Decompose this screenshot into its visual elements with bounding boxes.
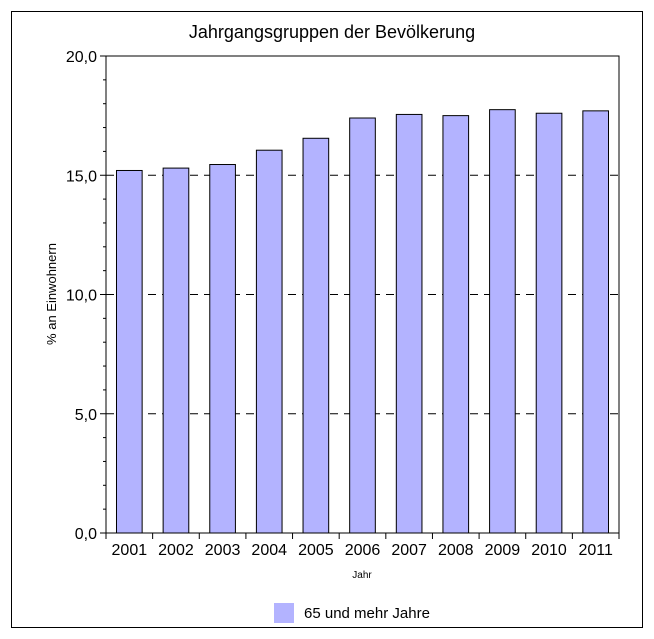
y-axis-label: % an Einwohnern (44, 243, 59, 345)
y-tick-label: 15,0 (66, 168, 97, 185)
x-tick-label: 2005 (298, 542, 334, 559)
legend-label: 65 und mehr Jahre (304, 605, 430, 622)
bar (442, 115, 470, 534)
x-tick-label: 2008 (438, 542, 474, 559)
chart-title: Jahrgangsgruppen der Bevölkerung (189, 22, 475, 42)
chart-frame: Jahrgangsgruppen der Bevölkerung 0,0 5,0 1… (11, 11, 643, 628)
x-tick-label: 2011 (578, 542, 613, 559)
y-tick-label: 5,0 (75, 407, 97, 424)
x-axis: 2001 2002 2003 2004 2005 2006 2007 2008 2009 2010… (105, 533, 620, 559)
x-tick-label: 2004 (251, 542, 287, 559)
x-axis-label: Jahr (352, 570, 372, 581)
x-tick-label: 2006 (345, 542, 381, 559)
bar (209, 164, 236, 534)
legend-swatch (274, 603, 294, 623)
bar-chart: Jahrgangsgruppen der Bevölkerung 0,0 5,0 1… (44, 22, 620, 623)
x-tick-label: 2010 (531, 542, 567, 559)
bar (255, 149, 283, 534)
bar (349, 117, 376, 534)
x-tick-label: 2009 (485, 542, 521, 559)
x-tick-label: 2003 (205, 542, 241, 559)
bar (582, 110, 610, 534)
bar (535, 112, 563, 534)
legend: 65 und mehr Jahre (274, 603, 430, 623)
y-tick-label: 20,0 (66, 49, 97, 66)
bar (115, 169, 143, 534)
bar (489, 109, 516, 534)
x-tick-label: 2001 (112, 542, 148, 559)
x-tick-label: 2007 (391, 542, 427, 559)
y-tick-label: 0,0 (75, 526, 97, 543)
bar (395, 113, 423, 534)
y-axis: 0,0 5,0 10,0 15,0 20,0 (66, 49, 106, 543)
bar (162, 167, 190, 534)
bars (115, 109, 610, 534)
y-tick-label: 10,0 (66, 288, 97, 305)
x-tick-label: 2002 (158, 542, 194, 559)
bar (302, 137, 330, 534)
